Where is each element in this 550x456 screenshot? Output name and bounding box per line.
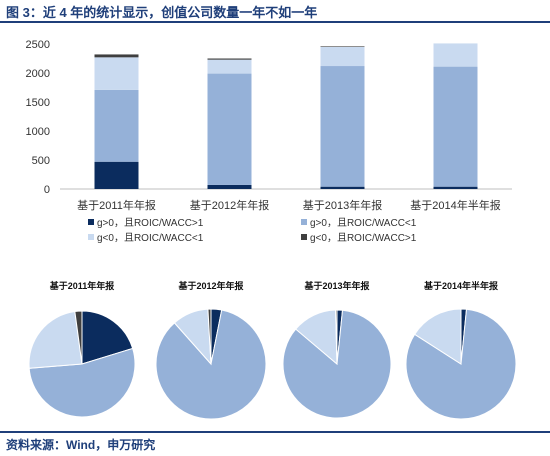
pie-title: 基于2013年年报 [303,280,369,291]
pie-title: 基于2011年年报 [49,280,115,291]
y-tick-label: 1000 [26,126,50,138]
legend-swatch [301,219,307,225]
bar-segment [320,46,365,67]
pie-slice [207,308,212,365]
pie-title: 基于2014年半年报 [423,280,498,291]
legend-swatch [88,234,94,240]
y-tick-label: 500 [32,155,50,167]
x-category-label: 基于2014年半年报 [410,198,500,212]
bar-segment [320,66,365,187]
bar-segment [207,73,252,185]
legend-label: g>0，且ROIC/WACC>1 [97,217,204,229]
pie-slice [28,347,136,418]
bar-segment [94,57,139,90]
bar-segment [207,184,252,189]
pie-slice [335,309,338,365]
pie-title: 基于2012年年报 [177,280,243,291]
y-tick-label: 2500 [26,39,50,51]
bar-segment [207,59,252,74]
bar-segment [94,54,139,58]
bar-segment [94,89,139,162]
bar-segment [207,58,252,60]
bar-segment [320,46,365,47]
x-category-label: 基于2011年年报 [77,198,156,212]
pie-slice [74,310,83,365]
source-note: 资料来源：Wind，申万研究 [6,438,156,452]
pie-slice [81,310,134,365]
footer-rule [0,431,550,433]
y-tick-label: 0 [44,184,50,196]
legend-label: g>0，且ROIC/WACC<1 [310,217,417,229]
legend-label: g<0，且ROIC/WACC>1 [310,232,417,244]
pie-slice [413,308,462,365]
legend-label: g<0，且ROIC/WACC<1 [97,232,204,244]
x-category-label: 基于2013年年报 [303,198,382,212]
legend-swatch [88,219,94,225]
bar-segment [433,186,478,189]
bar-segment [94,161,139,189]
x-category-label: 基于2012年年报 [190,198,269,212]
y-tick-label: 1500 [26,97,50,109]
figure-title: 图 3：近 4 年的统计显示，创值公司数量一年不如一年 [6,5,318,20]
bar-segment [433,43,478,67]
bar-segment [433,66,478,187]
title-rule [0,21,550,23]
legend-swatch [301,234,307,240]
bar-segment [320,186,365,189]
pie-slice [28,310,83,369]
y-tick-label: 2000 [26,68,50,80]
